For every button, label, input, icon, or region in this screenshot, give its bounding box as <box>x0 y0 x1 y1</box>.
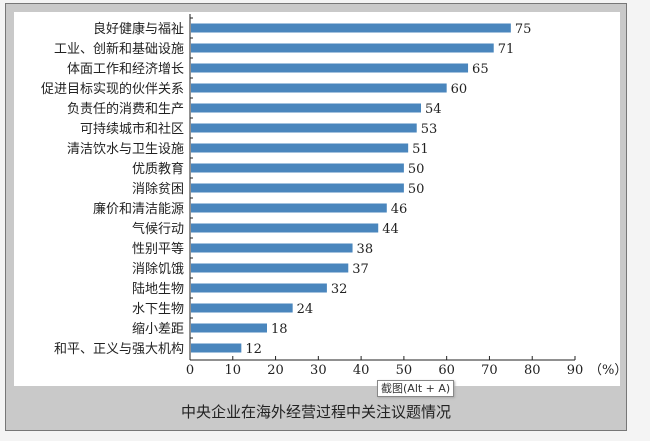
data-label: 75 <box>515 22 532 37</box>
data-label: 12 <box>245 342 262 357</box>
category-label: 性别平等 <box>132 241 184 257</box>
chart-title: 中央企业在海外经营过程中关注议题情况 <box>180 403 451 421</box>
bar <box>191 163 404 173</box>
category-label: 工业、创新和基础设施 <box>54 41 184 57</box>
data-label: 53 <box>421 122 438 137</box>
x-tick-label: 70 <box>481 363 498 378</box>
data-label: 51 <box>412 142 429 157</box>
data-label: 46 <box>391 202 408 217</box>
category-label: 水下生物 <box>132 302 184 317</box>
data-label: 18 <box>271 322 288 337</box>
category-label: 可持续城市和社区 <box>80 121 184 137</box>
bar <box>191 23 511 33</box>
bar <box>191 323 267 333</box>
bar <box>191 263 349 273</box>
x-axis-unit: （%） <box>589 363 627 378</box>
category-label: 负责任的消费和生产 <box>67 101 184 117</box>
category-label: 优质教育 <box>132 161 184 177</box>
bar <box>191 303 293 313</box>
category-label: 消除饥饿 <box>132 262 184 277</box>
data-label: 38 <box>357 242 374 257</box>
bar <box>191 203 387 213</box>
category-label: 廉价和清洁能源 <box>93 201 184 217</box>
category-label: 缩小差距 <box>132 321 184 337</box>
bar <box>191 223 379 233</box>
data-label: 37 <box>352 262 369 277</box>
x-tick-label: 40 <box>353 363 370 378</box>
x-tick-label: 10 <box>225 363 242 378</box>
data-label: 54 <box>425 102 442 117</box>
plot-area <box>14 12 620 386</box>
x-tick-label: 60 <box>438 363 455 378</box>
data-label: 32 <box>331 282 348 297</box>
category-label: 清洁饮水与卫生设施 <box>67 142 184 157</box>
bar <box>191 83 447 93</box>
category-label: 良好健康与福祉 <box>93 21 184 37</box>
bar <box>191 63 469 73</box>
category-label: 气候行动 <box>132 221 184 237</box>
x-tick-label: 0 <box>186 363 194 378</box>
data-label: 71 <box>498 42 515 57</box>
data-label: 50 <box>408 162 425 177</box>
bar <box>191 43 494 53</box>
bar <box>191 143 409 153</box>
x-tick-label: 50 <box>396 363 413 378</box>
bar <box>191 103 421 113</box>
bar <box>191 283 327 293</box>
x-tick-label: 80 <box>524 363 541 378</box>
data-label: 60 <box>451 82 468 97</box>
bar <box>191 123 417 133</box>
bar <box>191 243 353 253</box>
data-label: 24 <box>297 302 314 317</box>
category-label: 和平、正义与强大机构 <box>54 342 184 357</box>
x-tick-label: 30 <box>310 363 327 378</box>
x-tick-label: 90 <box>567 363 584 378</box>
bar <box>191 183 404 193</box>
category-label: 消除贫困 <box>132 181 184 197</box>
data-label: 65 <box>472 62 489 77</box>
category-label: 体面工作和经济增长 <box>67 62 184 77</box>
category-label: 促进目标实现的伙伴关系 <box>41 81 184 97</box>
bar <box>191 343 242 353</box>
screenshot-tooltip: 截图(Alt + A) <box>377 380 455 397</box>
data-label: 50 <box>408 182 425 197</box>
data-label: 44 <box>382 222 399 237</box>
x-tick-label: 20 <box>267 363 284 378</box>
category-label: 陆地生物 <box>132 281 184 297</box>
